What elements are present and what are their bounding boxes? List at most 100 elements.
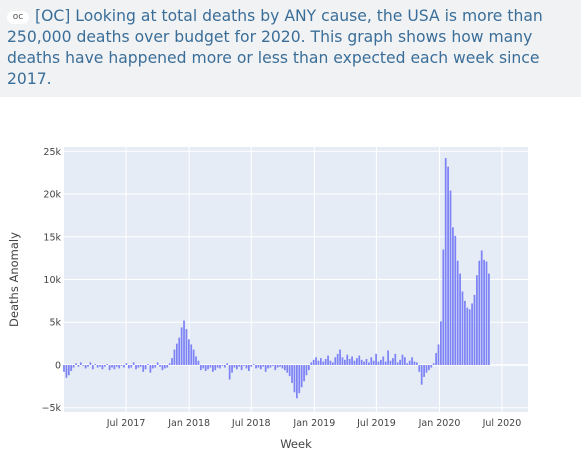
bar	[127, 364, 130, 369]
bar	[108, 364, 111, 371]
bar	[392, 358, 394, 365]
bar	[257, 364, 260, 368]
bar	[288, 364, 291, 377]
x-tick-label: Jan 2018	[167, 418, 210, 429]
bar	[351, 356, 353, 365]
y-tick-label: 0	[55, 360, 61, 371]
bar	[130, 364, 133, 368]
bar	[175, 343, 178, 365]
bar	[437, 344, 440, 365]
bar	[171, 358, 173, 365]
x-tick-label: Jul 2020	[482, 418, 522, 429]
bar	[264, 364, 267, 372]
bar	[166, 364, 169, 368]
bar	[259, 364, 262, 370]
bar	[346, 354, 349, 365]
bar	[161, 364, 164, 371]
bar	[413, 361, 416, 365]
bar	[473, 294, 476, 365]
bar	[401, 354, 404, 365]
bar	[70, 364, 73, 371]
bar	[142, 364, 145, 372]
bar	[466, 307, 469, 365]
y-tick-label: 20k	[43, 190, 61, 201]
bar	[485, 261, 488, 365]
y-axis-title: Deaths Anomaly	[7, 232, 21, 327]
bar	[389, 360, 392, 365]
bar	[336, 353, 339, 365]
post-title[interactable]: oc [OC] Looking at total deaths by ANY ca…	[7, 6, 573, 90]
post-title-text[interactable]: [OC] Looking at total deaths by ANY caus…	[7, 7, 543, 88]
bar	[353, 360, 356, 365]
bar	[444, 158, 447, 365]
bar	[135, 364, 137, 370]
bar	[312, 359, 315, 365]
bar	[219, 364, 221, 369]
bar	[480, 250, 483, 365]
bar	[420, 364, 423, 385]
bar	[416, 362, 418, 365]
bar	[454, 235, 457, 365]
bar	[365, 359, 368, 365]
bar	[211, 364, 214, 372]
bar	[483, 259, 485, 365]
bar	[322, 361, 325, 365]
bar	[262, 364, 265, 367]
bar	[271, 364, 274, 366]
bar	[231, 364, 233, 373]
bar	[408, 360, 411, 365]
bar	[310, 362, 313, 365]
bar	[348, 359, 351, 365]
bar	[197, 360, 200, 365]
bar	[195, 356, 197, 365]
bar	[207, 364, 209, 370]
bar	[293, 364, 296, 393]
bar	[139, 364, 142, 367]
bar	[411, 357, 413, 365]
bar	[96, 364, 99, 368]
bar	[72, 364, 75, 368]
bar	[82, 364, 85, 366]
bar	[106, 364, 109, 365]
bar	[399, 359, 401, 365]
bar	[315, 357, 317, 365]
bar	[300, 364, 303, 388]
bar	[101, 364, 104, 370]
bar	[295, 364, 298, 399]
bar	[214, 364, 217, 371]
bar	[358, 355, 361, 365]
bar	[471, 303, 473, 365]
bar	[267, 364, 269, 369]
bar	[125, 363, 128, 365]
bar	[382, 356, 385, 365]
x-axis-title: Week	[280, 437, 312, 451]
bar	[173, 349, 176, 365]
bar	[185, 329, 188, 365]
bar	[317, 360, 320, 365]
bar	[144, 364, 147, 370]
bar	[291, 364, 293, 383]
bar	[380, 359, 382, 365]
bar	[168, 363, 171, 365]
bar	[478, 260, 481, 365]
bar	[67, 364, 70, 376]
bar	[147, 364, 149, 365]
bar	[332, 362, 334, 365]
x-axis-ticks: Jul 2017 Jan 2018 Jul 2018 Jan 2019 Jul 2019…	[106, 418, 522, 429]
bar	[447, 166, 449, 365]
bar	[418, 364, 421, 372]
bar	[356, 358, 358, 365]
bar	[341, 357, 344, 365]
bar	[159, 364, 161, 367]
bar	[303, 364, 305, 382]
bar	[468, 309, 471, 365]
bar	[404, 357, 406, 365]
bar	[151, 364, 154, 369]
bar	[327, 355, 329, 365]
bar	[250, 364, 253, 367]
bar	[339, 349, 341, 365]
oc-badge: oc	[7, 11, 29, 24]
bar	[120, 364, 123, 366]
bar	[221, 364, 224, 366]
y-tick-label: 25k	[43, 147, 61, 158]
